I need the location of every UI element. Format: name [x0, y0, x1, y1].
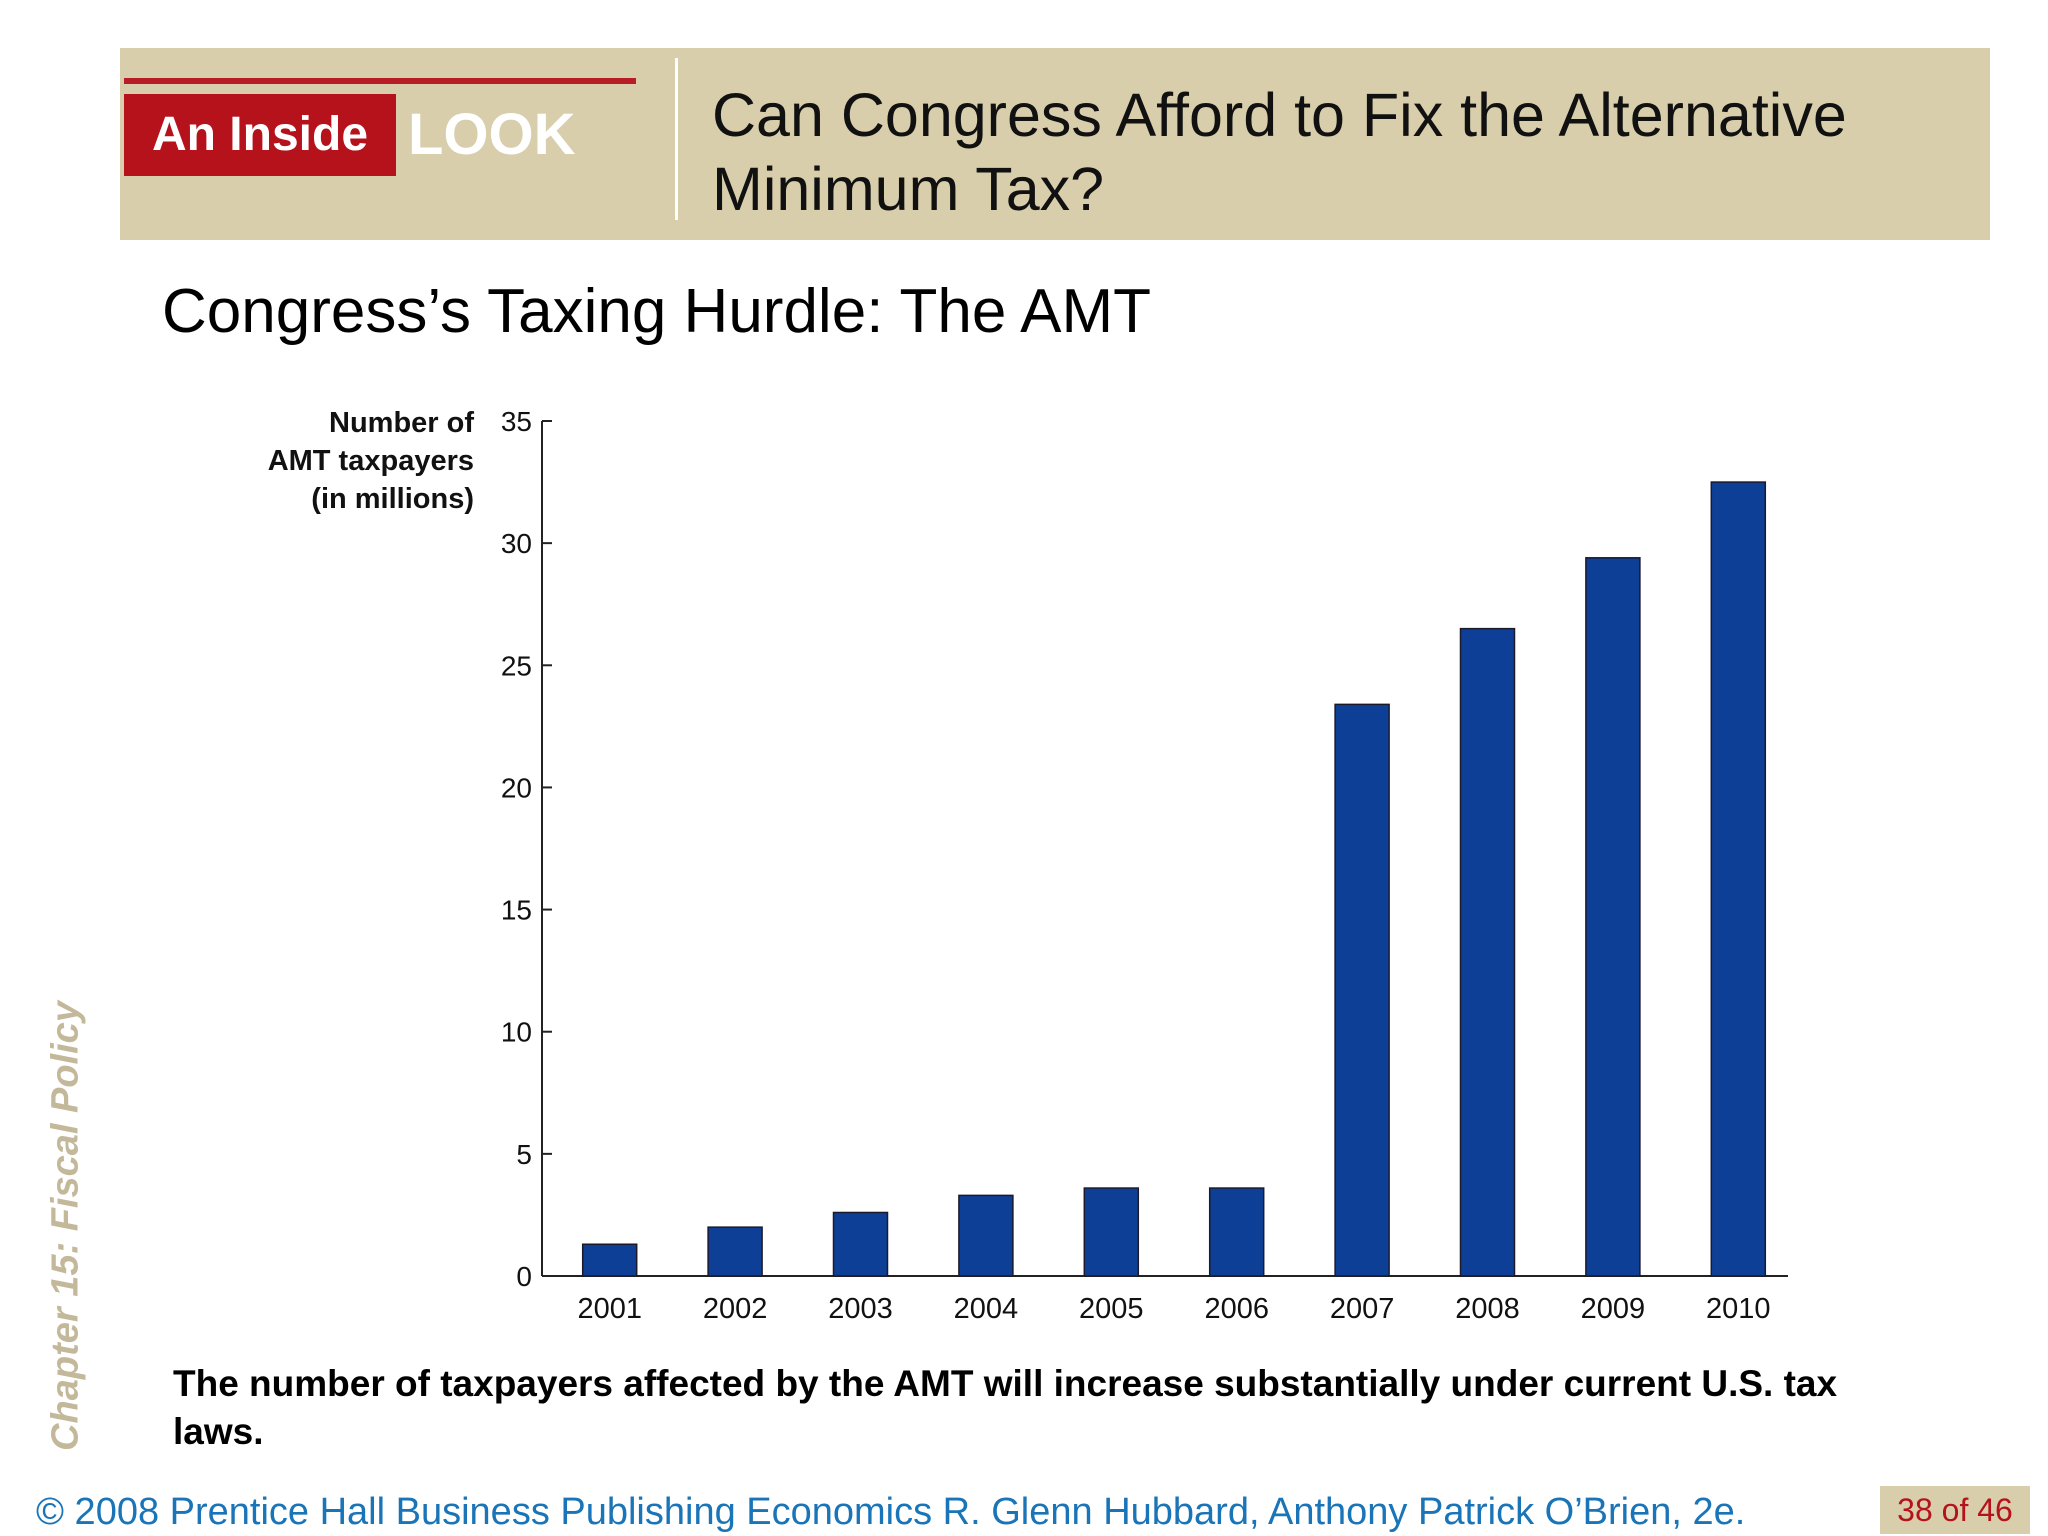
- bar-2005: [1083, 1187, 1140, 1277]
- page-number: 38 of 46: [1880, 1486, 2030, 1534]
- x-tick-label: 2003: [828, 1293, 893, 1325]
- look-badge: LOOK: [408, 102, 576, 167]
- x-tick-label: 2005: [1079, 1293, 1144, 1325]
- bar-2008: [1459, 627, 1516, 1277]
- footer-credits: © 2008 Prentice Hall Business Publishing…: [36, 1491, 1746, 1533]
- bar-2009: [1585, 557, 1641, 1277]
- y-tick-label: 35: [501, 406, 532, 437]
- chart-caption: The number of taxpayers affected by the …: [173, 1363, 1838, 1452]
- x-tick-label: 2009: [1581, 1293, 1646, 1325]
- x-tick-label: 2002: [703, 1293, 768, 1325]
- bar-2007: [1334, 703, 1390, 1277]
- header-divider: [675, 58, 678, 220]
- x-tick-label: 2004: [954, 1293, 1019, 1325]
- x-tick-label: 2007: [1330, 1293, 1395, 1325]
- bar-2004: [958, 1194, 1014, 1277]
- x-tick-label: 2006: [1204, 1293, 1269, 1325]
- bar-2010: [1710, 481, 1767, 1277]
- header-title: Can Congress Afford to Fix the Alternati…: [712, 81, 1847, 223]
- y-tick-label: 0: [516, 1261, 532, 1292]
- slide-title: Congress’s Taxing Hurdle: The AMT: [162, 277, 1152, 346]
- x-tick-label: 2001: [577, 1293, 642, 1325]
- header-rule: [124, 78, 636, 84]
- x-tick-label: 2010: [1706, 1293, 1771, 1325]
- y-tick-label: 5: [516, 1139, 532, 1170]
- y-tick-label: 20: [501, 772, 532, 803]
- bar-2003: [832, 1211, 889, 1277]
- y-tick-label: 10: [501, 1017, 532, 1048]
- an-inside-badge: An Inside: [124, 94, 396, 176]
- y-tick-label: 15: [501, 895, 532, 926]
- x-tick-label: 2008: [1455, 1293, 1520, 1325]
- y-axis-label: Number of AMT taxpayers (in millions): [267, 407, 474, 515]
- bar-2002: [707, 1226, 763, 1277]
- bar-2001: [581, 1243, 638, 1277]
- y-tick-label: 25: [501, 650, 532, 681]
- y-tick-label: 30: [501, 528, 532, 559]
- bar-2006: [1208, 1187, 1265, 1277]
